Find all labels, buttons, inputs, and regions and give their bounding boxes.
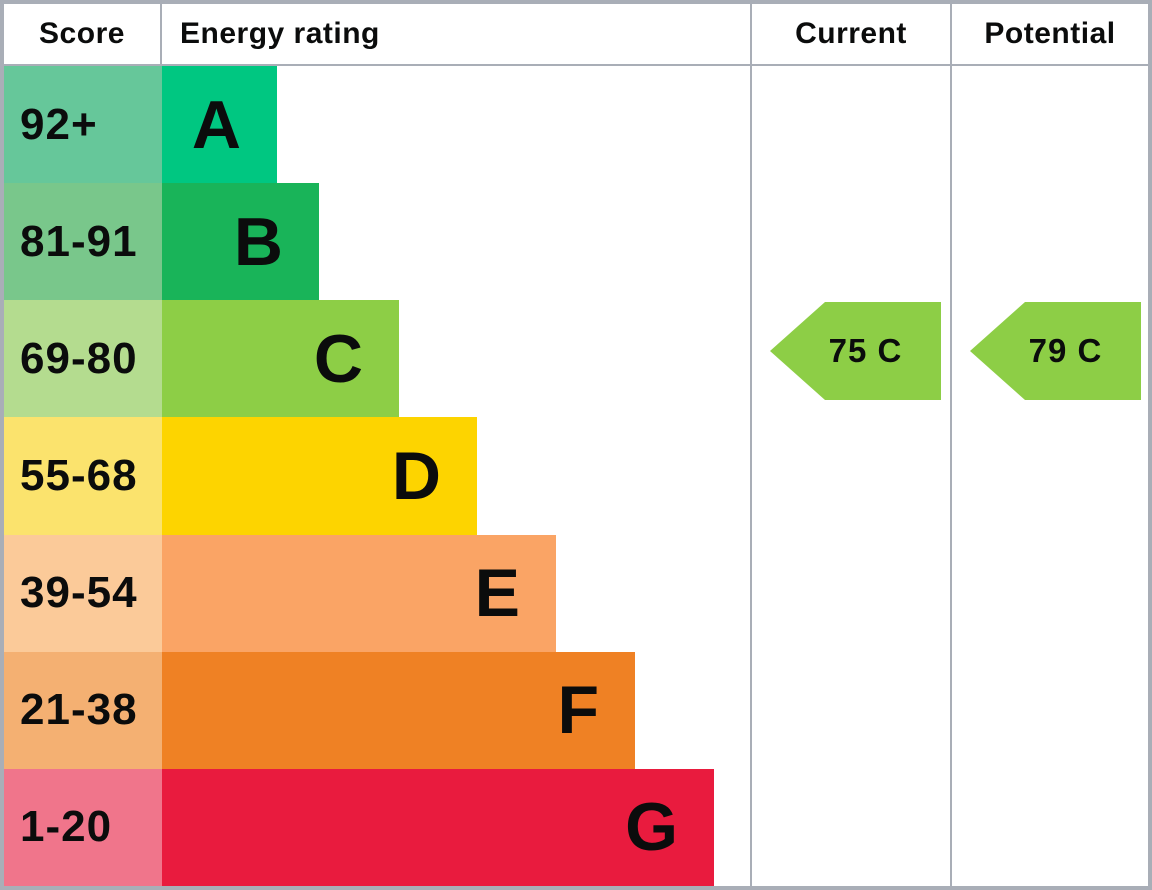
score-header-label: Score [39,17,125,50]
potential-header-label: Potential [984,17,1116,50]
score-range-label: 69-80 [20,333,138,383]
band-score-cell: 1-20 [4,768,162,886]
band-bar: F [162,651,635,769]
band-row-b: 81-91 B [4,183,750,301]
band-score-cell: 81-91 [4,183,162,301]
band-score-cell: 55-68 [4,417,162,535]
header-row: Score Energy rating [4,4,750,66]
score-range-label: 39-54 [20,568,138,618]
bands-section: Score Energy rating 92+ A 81-91 B [4,4,750,886]
band-row-g: 1-20 G [4,768,750,886]
band-row-e: 39-54 E [4,534,750,652]
current-header-cell: Current [752,4,950,66]
band-score-cell: 21-38 [4,651,162,769]
band-rows: 92+ A 81-91 B 69-80 C [4,66,750,886]
band-score-cell: 69-80 [4,300,162,418]
band-row-f: 21-38 F [4,651,750,769]
band-row-a: 92+ A [4,66,750,184]
potential-rating-arrow: 79 C [970,302,1141,400]
band-letter: A [191,86,241,163]
band-letter: G [625,789,678,866]
band-letter: E [474,555,520,632]
current-header-label: Current [795,17,907,50]
band-bar: G [162,768,714,886]
band-letter: D [391,437,441,514]
current-rating-arrow: 75 C [770,302,941,400]
band-letter: F [557,672,599,749]
band-bar: B [162,183,319,301]
score-header-cell: Score [4,4,162,66]
band-row-c: 69-80 C [4,300,750,418]
potential-rating-label: 79 C [1028,332,1103,369]
energy-rating-header-cell: Energy rating [162,4,750,66]
band-row-d: 55-68 D [4,417,750,535]
band-bar: C [162,300,399,418]
current-rating-label: 75 C [828,332,903,369]
band-bar: E [162,534,556,652]
potential-header-cell: Potential [952,4,1148,66]
band-letter: B [233,203,283,280]
band-score-cell: 39-54 [4,534,162,652]
energy-rating-header-label: Energy rating [180,17,380,50]
current-column: Current 75 C [750,4,950,886]
band-bar: D [162,417,477,535]
band-letter: C [313,320,363,397]
score-range-label: 92+ [20,99,98,149]
band-bar: A [162,66,277,184]
score-range-label: 1-20 [20,802,113,852]
score-range-label: 55-68 [20,450,138,500]
band-score-cell: 92+ [4,66,162,184]
score-range-label: 21-38 [20,685,138,735]
score-range-label: 81-91 [20,216,138,266]
potential-column: Potential 79 C [950,4,1148,886]
